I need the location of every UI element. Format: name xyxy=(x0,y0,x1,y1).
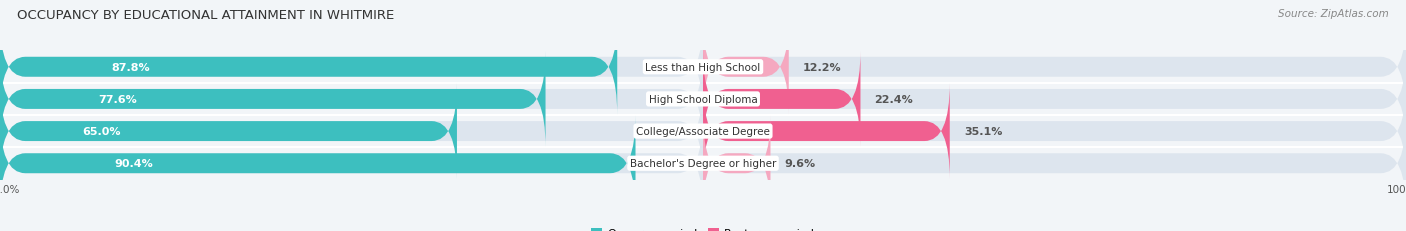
FancyBboxPatch shape xyxy=(0,52,703,147)
FancyBboxPatch shape xyxy=(0,84,703,179)
Legend: Owner-occupied, Renter-occupied: Owner-occupied, Renter-occupied xyxy=(586,223,820,231)
FancyBboxPatch shape xyxy=(703,116,1406,211)
Text: OCCUPANCY BY EDUCATIONAL ATTAINMENT IN WHITMIRE: OCCUPANCY BY EDUCATIONAL ATTAINMENT IN W… xyxy=(17,9,394,22)
FancyBboxPatch shape xyxy=(703,20,1406,115)
FancyBboxPatch shape xyxy=(703,52,860,147)
Text: 77.6%: 77.6% xyxy=(98,94,136,104)
FancyBboxPatch shape xyxy=(703,20,789,115)
FancyBboxPatch shape xyxy=(0,116,636,211)
Text: 65.0%: 65.0% xyxy=(82,127,121,137)
Text: 12.2%: 12.2% xyxy=(803,63,841,73)
FancyBboxPatch shape xyxy=(703,52,1406,147)
FancyBboxPatch shape xyxy=(0,20,703,115)
FancyBboxPatch shape xyxy=(0,52,546,147)
Text: High School Diploma: High School Diploma xyxy=(648,94,758,104)
Text: College/Associate Degree: College/Associate Degree xyxy=(636,127,770,137)
FancyBboxPatch shape xyxy=(703,84,950,179)
Text: 35.1%: 35.1% xyxy=(965,127,1002,137)
Text: Source: ZipAtlas.com: Source: ZipAtlas.com xyxy=(1278,9,1389,19)
Text: 90.4%: 90.4% xyxy=(114,158,153,168)
FancyBboxPatch shape xyxy=(0,84,457,179)
Text: 9.6%: 9.6% xyxy=(785,158,815,168)
FancyBboxPatch shape xyxy=(703,84,1406,179)
FancyBboxPatch shape xyxy=(0,116,703,211)
Text: 22.4%: 22.4% xyxy=(875,94,914,104)
Text: Less than High School: Less than High School xyxy=(645,63,761,73)
FancyBboxPatch shape xyxy=(0,20,617,115)
FancyBboxPatch shape xyxy=(703,116,770,211)
Text: 87.8%: 87.8% xyxy=(111,63,149,73)
Text: Bachelor's Degree or higher: Bachelor's Degree or higher xyxy=(630,158,776,168)
